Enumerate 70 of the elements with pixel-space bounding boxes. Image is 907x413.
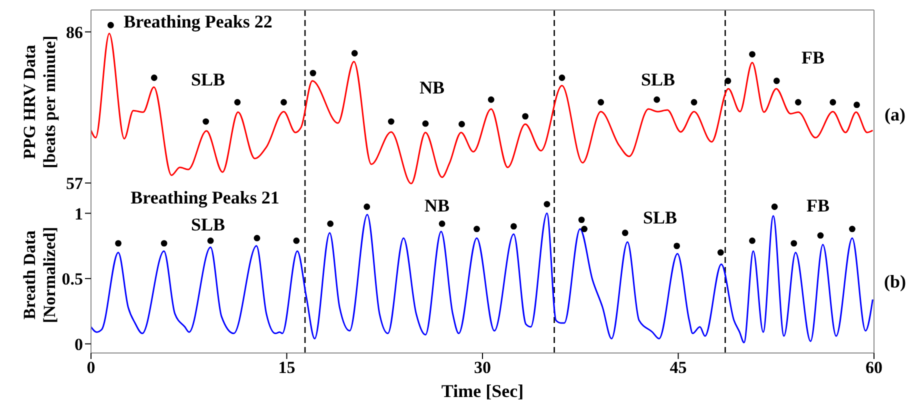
x-tick-label: 30 <box>474 358 491 378</box>
point <box>280 99 287 106</box>
annotation: SLB <box>640 70 676 90</box>
point <box>622 230 628 236</box>
point <box>581 226 588 232</box>
annotation: Breathing Peaks 21 <box>130 188 280 208</box>
point <box>544 200 550 208</box>
y-tick-label: 86 <box>66 22 83 42</box>
point <box>674 242 680 250</box>
annotation: Breathing Peaks 22 <box>124 12 272 32</box>
point <box>488 96 494 103</box>
text: (a) <box>884 104 906 126</box>
point <box>749 51 756 58</box>
point <box>458 120 465 128</box>
point <box>234 99 241 106</box>
y-tick-label: 1 <box>74 204 83 224</box>
point <box>830 99 836 106</box>
point <box>438 220 446 227</box>
point <box>558 74 566 81</box>
point <box>293 238 300 244</box>
point <box>327 220 334 227</box>
point <box>817 232 824 239</box>
point <box>422 120 429 127</box>
point <box>717 249 724 256</box>
point <box>388 118 394 125</box>
point <box>351 50 358 56</box>
annotation: NB <box>419 78 445 98</box>
point <box>522 113 529 120</box>
x-tick-label: 0 <box>86 358 96 378</box>
y-tick-label: 57 <box>66 174 84 194</box>
annotation: SLB <box>190 214 226 236</box>
point <box>794 99 802 106</box>
point <box>771 204 778 210</box>
point <box>310 70 316 76</box>
point <box>654 96 660 103</box>
y-tick-label: 0.5 <box>62 270 83 289</box>
x-axis-title: Time [Sec] <box>441 381 524 401</box>
point <box>510 223 517 230</box>
y-tick-label: 0 <box>74 334 83 354</box>
annotation: SLB <box>190 70 226 90</box>
annotation: FB <box>806 196 830 216</box>
point <box>849 226 856 232</box>
line-series <box>91 32 874 184</box>
x-tick-label: 15 <box>278 358 296 378</box>
point <box>854 102 860 108</box>
annotation: SLB <box>642 208 678 228</box>
point <box>160 240 168 247</box>
point <box>724 78 732 84</box>
text: (b) <box>884 272 906 292</box>
y-axis-title: Breath Data [Normalized] <box>20 226 60 324</box>
x-tick-label: 60 <box>866 358 882 378</box>
x-tick-label: 45 <box>670 358 687 378</box>
y-axis-title: PPG HRV Data [beats per minute] <box>20 36 60 168</box>
point <box>790 240 798 247</box>
point <box>364 204 370 210</box>
point <box>598 99 604 106</box>
point <box>202 118 210 125</box>
point <box>150 74 158 81</box>
point <box>578 216 585 224</box>
point <box>690 99 698 106</box>
point <box>773 78 780 84</box>
point <box>474 226 480 232</box>
point <box>108 22 114 28</box>
point <box>207 238 214 244</box>
point <box>254 234 260 242</box>
point <box>115 240 122 247</box>
annotation: NB <box>424 196 450 216</box>
line-series <box>91 212 874 344</box>
annotation: FB <box>801 48 825 68</box>
point <box>749 238 756 244</box>
